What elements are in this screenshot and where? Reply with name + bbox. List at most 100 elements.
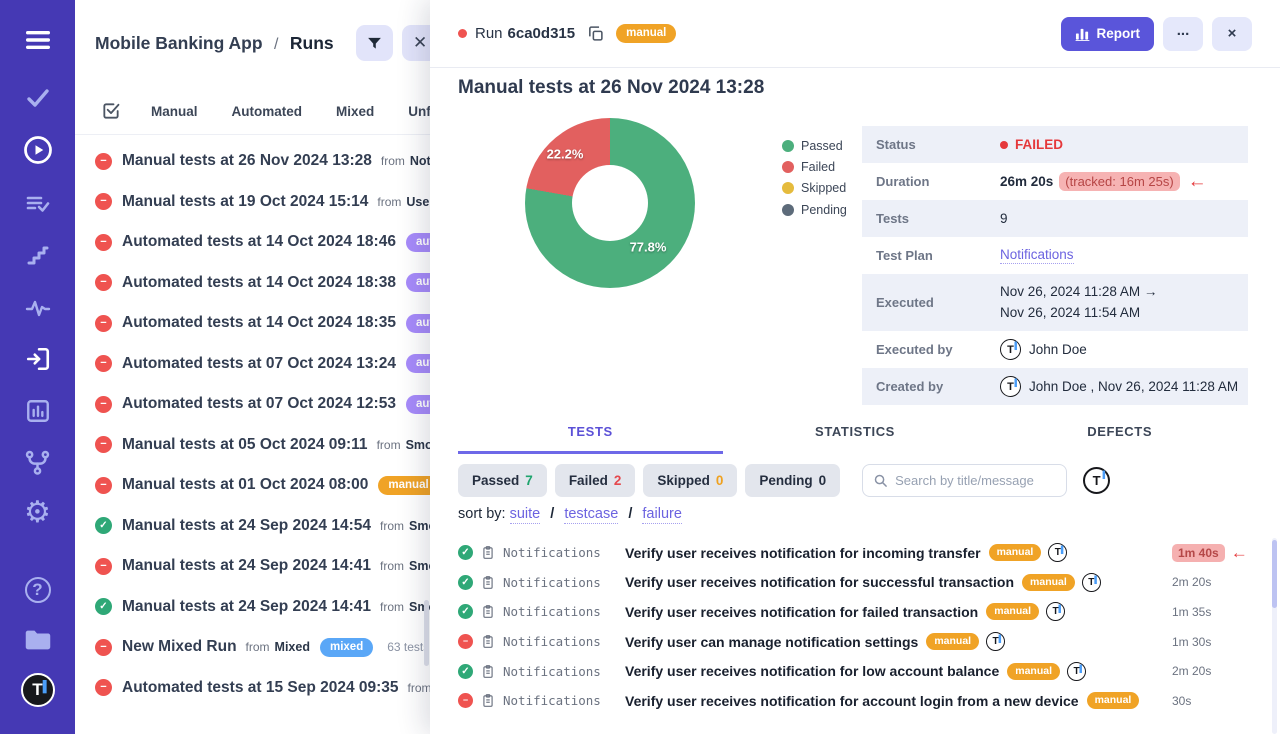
- run-title: Manual tests at 26 Nov 2024 13:28: [122, 152, 372, 170]
- skipped-dot: [782, 182, 794, 195]
- pending-count: 0: [818, 473, 827, 488]
- help-question-icon[interactable]: ?: [0, 572, 75, 608]
- filter-chip-pending[interactable]: Pending 0: [745, 464, 841, 497]
- test-title[interactable]: Verify user receives notification for in…: [625, 544, 981, 561]
- filter-chip-failed[interactable]: Failed 2: [554, 464, 636, 497]
- run-title: Automated tests at 15 Sep 2024 09:35: [122, 678, 399, 696]
- failed-status-icon: [95, 274, 112, 292]
- test-title[interactable]: Verify user receives notification for ac…: [625, 692, 1079, 709]
- select-runs-checkbox-icon[interactable]: [101, 101, 121, 121]
- ellipsis-icon: ...: [1176, 22, 1190, 39]
- sort-label: sort by:: [458, 506, 506, 522]
- sort-by-suite-link[interactable]: suite: [509, 506, 541, 524]
- tab-manual[interactable]: Manual: [151, 103, 198, 119]
- failed-status-icon: [95, 395, 112, 413]
- run-tests-count: 63 tests: [387, 640, 430, 655]
- assignee-avatar: T ▐: [986, 632, 1006, 652]
- filter-chip-passed[interactable]: Passed 7: [458, 464, 547, 497]
- search-icon: [873, 473, 888, 488]
- duration-value: 26m 20s: [1000, 174, 1054, 189]
- tests-count-value: 9: [1000, 211, 1008, 226]
- test-plan-link[interactable]: Notifications: [1000, 247, 1074, 264]
- filter-button[interactable]: [355, 25, 393, 61]
- clipboard-icon: [481, 604, 495, 619]
- search-input[interactable]: [895, 473, 1056, 488]
- import-login-icon[interactable]: [0, 341, 75, 377]
- failed-dot: [1000, 140, 1008, 149]
- sort-by-testcase-link[interactable]: testcase: [564, 506, 619, 524]
- menu-hamburger-icon[interactable]: [0, 22, 75, 58]
- more-options-button[interactable]: ...: [1163, 16, 1203, 51]
- tab-tests[interactable]: TESTS: [458, 424, 723, 454]
- failed-run-dot: [458, 29, 467, 38]
- tab-automated[interactable]: Automated: [231, 103, 303, 119]
- summary-row-status: Status FAILED: [862, 126, 1248, 163]
- test-title[interactable]: Verify user can manage notification sett…: [625, 633, 919, 650]
- user-avatar-logo[interactable]: T ▐: [0, 672, 75, 708]
- test-row[interactable]: Notifications Verify user receives notif…: [430, 538, 1280, 568]
- breadcrumb: Mobile Banking App / Runs: [95, 33, 334, 54]
- run-title: Manual tests at 19 Oct 2024 15:14: [122, 192, 369, 210]
- suite-name: Notifications: [503, 663, 601, 679]
- skipped-count: 0: [715, 473, 724, 488]
- clipboard-icon: [481, 575, 495, 590]
- user-avatar: T ▐: [1000, 376, 1021, 397]
- runs-list-scrollbar[interactable]: [424, 600, 429, 666]
- test-title[interactable]: Verify user receives notification for fa…: [625, 603, 979, 620]
- suite-name: Notifications: [503, 693, 601, 709]
- run-list-item[interactable]: New Mixed Run from Mixed mixed 63 tests: [75, 627, 1280, 668]
- milestones-steps-icon[interactable]: [0, 238, 75, 274]
- filter-chip-skipped[interactable]: Skipped 0: [643, 464, 738, 497]
- failed-status-icon: [95, 193, 112, 211]
- test-duration: 30s: [1172, 693, 1192, 708]
- tests-scrollbar-thumb[interactable]: [1272, 540, 1277, 608]
- passed-slice-label: 77.8%: [629, 239, 667, 255]
- annotation-arrow-icon: ←: [1187, 171, 1207, 192]
- close-panel-button[interactable]: ×: [1212, 16, 1252, 51]
- test-row[interactable]: Notifications Verify user receives notif…: [430, 597, 1280, 627]
- breadcrumb-separator: /: [274, 35, 279, 53]
- runs-play-icon[interactable]: [0, 132, 75, 168]
- clipboard-icon: [481, 634, 495, 649]
- tab-mixed[interactable]: Mixed: [336, 103, 375, 119]
- pulse-activity-icon[interactable]: [0, 290, 75, 326]
- run-id: 6ca0d315: [507, 25, 576, 42]
- projects-folder-icon[interactable]: [0, 622, 75, 658]
- copy-run-id-button[interactable]: [587, 25, 604, 42]
- run-title-heading: Manual tests at 26 Nov 2024 13:28: [458, 77, 765, 98]
- tab-defects[interactable]: DEFECTS: [1087, 424, 1153, 439]
- failed-status-icon: [95, 476, 112, 494]
- summary-row-executed: Executed Nov 26, 2024 11:28 AM → Nov 26,…: [862, 274, 1248, 331]
- test-cases-check-icon[interactable]: [0, 80, 75, 116]
- test-row[interactable]: Notifications Verify user receives notif…: [430, 656, 1280, 686]
- tab-statistics[interactable]: STATISTICS: [815, 424, 895, 439]
- clipboard-icon: [481, 693, 495, 708]
- suite-name: Notifications: [503, 634, 601, 650]
- test-type-badge: manual: [1086, 692, 1140, 710]
- test-row[interactable]: Notifications Verify user can manage not…: [430, 627, 1280, 657]
- from-label: from: [377, 194, 402, 209]
- breadcrumb-project[interactable]: Mobile Banking App: [95, 32, 263, 53]
- run-title: New Mixed Run: [122, 638, 237, 656]
- test-title[interactable]: Verify user receives notification for su…: [625, 574, 1015, 591]
- report-button[interactable]: Report: [1060, 16, 1154, 51]
- reports-chart-icon[interactable]: [0, 393, 75, 429]
- annotation-arrow-icon: ←: [1230, 543, 1248, 563]
- sort-by-failure-link[interactable]: failure: [642, 506, 682, 524]
- test-plans-list-icon[interactable]: [0, 186, 75, 222]
- run-label: Run: [475, 25, 503, 42]
- branches-merge-icon[interactable]: [0, 444, 75, 480]
- assignee-avatar[interactable]: T ▐: [1083, 467, 1111, 494]
- user-avatar: T ▐: [1000, 339, 1021, 360]
- legend-item-pending: Pending: [782, 199, 847, 220]
- run-summary-table: Status FAILED Duration 26m 20s (tracked:…: [862, 126, 1248, 405]
- run-type-badge: mixed: [319, 637, 374, 657]
- test-row[interactable]: Notifications Verify user receives notif…: [430, 686, 1280, 716]
- failed-dot: [782, 161, 794, 174]
- passed-status-icon: [458, 663, 473, 679]
- passed-status-icon: [95, 598, 112, 616]
- test-title[interactable]: Verify user receives notification for lo…: [625, 663, 1000, 680]
- test-row[interactable]: Notifications Verify user receives notif…: [430, 568, 1280, 598]
- created-by-value: John Doe , Nov 26, 2024 11:28 AM: [1029, 379, 1239, 394]
- settings-gear-icon[interactable]: ⚙: [24, 495, 51, 530]
